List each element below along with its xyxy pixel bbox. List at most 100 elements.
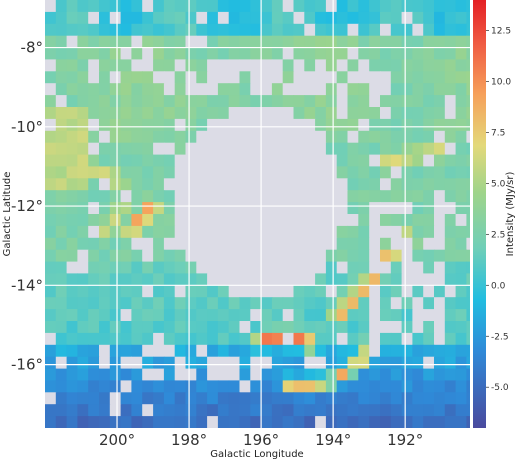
heatmap-cell bbox=[99, 190, 111, 203]
heatmap-cell bbox=[185, 83, 197, 96]
colorbar-tick-label: 7.5 bbox=[491, 128, 505, 138]
heatmap-cell bbox=[336, 309, 349, 322]
heatmap-cell bbox=[304, 237, 316, 251]
heatmap-cell bbox=[174, 59, 187, 72]
heatmap-cell bbox=[369, 261, 381, 275]
heatmap-cell bbox=[336, 0, 349, 13]
heatmap-cell bbox=[261, 261, 273, 275]
heatmap-cell bbox=[261, 47, 273, 61]
heatmap-cell bbox=[217, 309, 230, 322]
heatmap-cell bbox=[304, 190, 316, 203]
heatmap-cell bbox=[390, 178, 403, 191]
heatmap-cell bbox=[217, 166, 230, 179]
heatmap-cell bbox=[401, 321, 413, 334]
heatmap-cell bbox=[163, 95, 176, 108]
heatmap-cell bbox=[412, 154, 424, 168]
heatmap-cell bbox=[358, 35, 370, 49]
heatmap-cell bbox=[336, 118, 349, 132]
heatmap-cell bbox=[315, 35, 327, 49]
heatmap-cell bbox=[250, 202, 262, 215]
heatmap-cell bbox=[358, 321, 370, 334]
heatmap-cell bbox=[304, 428, 315, 441]
heatmap-cell bbox=[55, 190, 68, 203]
heatmap-cell bbox=[380, 47, 392, 61]
heatmap-cell bbox=[412, 368, 424, 382]
heatmap-cell bbox=[153, 190, 165, 203]
heatmap-cell bbox=[315, 273, 327, 286]
heatmap-cell bbox=[282, 214, 295, 227]
heatmap-cell bbox=[315, 142, 327, 156]
heatmap-cell bbox=[142, 118, 154, 132]
heatmap-cell bbox=[66, 332, 78, 346]
heatmap-cell bbox=[293, 416, 305, 428]
heatmap-cell bbox=[347, 297, 359, 310]
heatmap-cell bbox=[207, 107, 219, 120]
heatmap-cell bbox=[347, 225, 359, 239]
heatmap-cell bbox=[325, 166, 338, 179]
y-tick-labels: -8° -10° -12° -14° -16° bbox=[11, 39, 43, 374]
heatmap-cell bbox=[390, 95, 403, 108]
heatmap-cell bbox=[174, 261, 187, 275]
heatmap-cell bbox=[77, 380, 89, 393]
heatmap-cell bbox=[358, 285, 370, 298]
heatmap-cell bbox=[217, 380, 230, 393]
heatmap-cell bbox=[369, 11, 381, 25]
heatmap-cell bbox=[66, 166, 78, 179]
heatmap-cell bbox=[217, 178, 230, 191]
heatmap-cell bbox=[66, 59, 78, 72]
heatmap-cell bbox=[217, 202, 230, 215]
heatmap-cell bbox=[336, 142, 349, 156]
heatmap-cell bbox=[109, 130, 122, 144]
heatmap-cell bbox=[358, 332, 370, 346]
heatmap-cell bbox=[325, 83, 338, 96]
heatmap-cell bbox=[315, 380, 327, 393]
heatmap-cell bbox=[228, 71, 241, 84]
heatmap-cell bbox=[304, 332, 316, 346]
heatmap-cell bbox=[142, 356, 154, 370]
heatmap-cell bbox=[423, 297, 435, 310]
y-axis-label: Galactic Latitude bbox=[2, 172, 13, 257]
heatmap-cell bbox=[250, 344, 262, 358]
x-tick-label: 194° bbox=[315, 431, 351, 449]
heatmap-cell bbox=[434, 59, 446, 72]
heatmap-cell bbox=[153, 380, 165, 393]
heatmap-cell bbox=[390, 297, 403, 310]
heatmap-cell bbox=[77, 0, 89, 13]
heatmap-cell bbox=[174, 214, 187, 227]
heatmap-cell bbox=[228, 297, 241, 310]
heatmap-cell bbox=[380, 321, 392, 334]
heatmap-cell bbox=[228, 118, 241, 132]
heatmap-cell bbox=[347, 190, 359, 203]
heatmap-cell bbox=[315, 368, 327, 382]
heatmap-cell bbox=[423, 214, 435, 227]
heatmap-cell bbox=[174, 273, 187, 286]
heatmap-cell bbox=[434, 11, 446, 25]
heatmap-cell bbox=[55, 237, 68, 251]
heatmap-cell bbox=[131, 118, 143, 132]
heatmap-cell bbox=[88, 47, 100, 61]
heatmap-cell bbox=[271, 23, 284, 37]
heatmap-cell bbox=[444, 178, 457, 191]
heatmap-cell bbox=[380, 35, 392, 49]
heatmap-cell bbox=[282, 118, 295, 132]
heatmap-cell bbox=[455, 392, 467, 405]
heatmap-cell bbox=[185, 190, 197, 203]
heatmap-cell bbox=[444, 237, 457, 251]
heatmap-cell bbox=[455, 130, 467, 144]
heatmap-cell bbox=[358, 380, 370, 393]
heatmap-cell bbox=[109, 154, 122, 168]
heatmap-cell bbox=[120, 130, 132, 144]
heatmap-cell bbox=[218, 428, 229, 441]
heatmap-cell bbox=[293, 47, 305, 61]
heatmap-cell bbox=[120, 214, 132, 227]
heatmap-cell bbox=[325, 154, 338, 168]
heatmap-cell bbox=[336, 261, 349, 275]
heatmap-cell bbox=[304, 83, 316, 96]
heatmap-cell bbox=[390, 118, 403, 132]
heatmap-cell bbox=[88, 23, 100, 37]
heatmap-cell bbox=[153, 71, 165, 84]
heatmap-cell bbox=[153, 237, 165, 251]
heatmap-cell bbox=[207, 178, 219, 191]
heatmap-cell bbox=[293, 190, 305, 203]
